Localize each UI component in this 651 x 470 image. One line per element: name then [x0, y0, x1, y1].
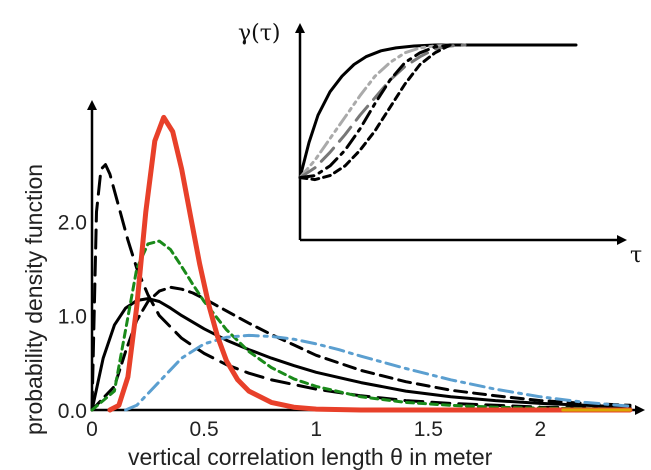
main-series-group [90, 114, 633, 413]
y-tick-label-2: 2.0 [58, 211, 87, 234]
main-series-1 [90, 163, 632, 412]
main-x-axis-label: vertical correlation length θ in meter [128, 444, 493, 470]
x-tick-label-2: 1 [310, 418, 322, 441]
main-series-2 [90, 285, 632, 412]
main-y-axis-label: probability density function [21, 164, 47, 435]
x-tick-label-3: 1.5 [414, 418, 443, 441]
inset-series-3 [298, 43, 452, 180]
inset-series-0 [298, 43, 578, 180]
y-tick-label-0: 0.0 [58, 400, 87, 423]
main-tick-labels: 0 0.5 1 1.5 2 0.0 1.0 2.0 [58, 211, 546, 441]
inset-series-4 [298, 43, 452, 182]
y-tick-label-1: 1.0 [58, 306, 87, 329]
inset-series-group [298, 43, 578, 182]
inset-chart: γ(τ) τ [238, 21, 642, 268]
x-tick-label-0: 0 [86, 418, 98, 441]
inset-series-2 [298, 43, 467, 180]
main-series-4 [124, 333, 632, 412]
inset-x-axis-label: τ [630, 243, 642, 268]
inset-series-1 [298, 43, 452, 180]
main-series-0 [90, 297, 632, 412]
x-tick-label-4: 2 [534, 418, 546, 441]
main-series-3 [90, 239, 632, 412]
inset-y-axis-label: γ(τ) [238, 21, 281, 46]
x-tick-label-1: 0.5 [189, 418, 218, 441]
main-series-5 [107, 114, 633, 413]
